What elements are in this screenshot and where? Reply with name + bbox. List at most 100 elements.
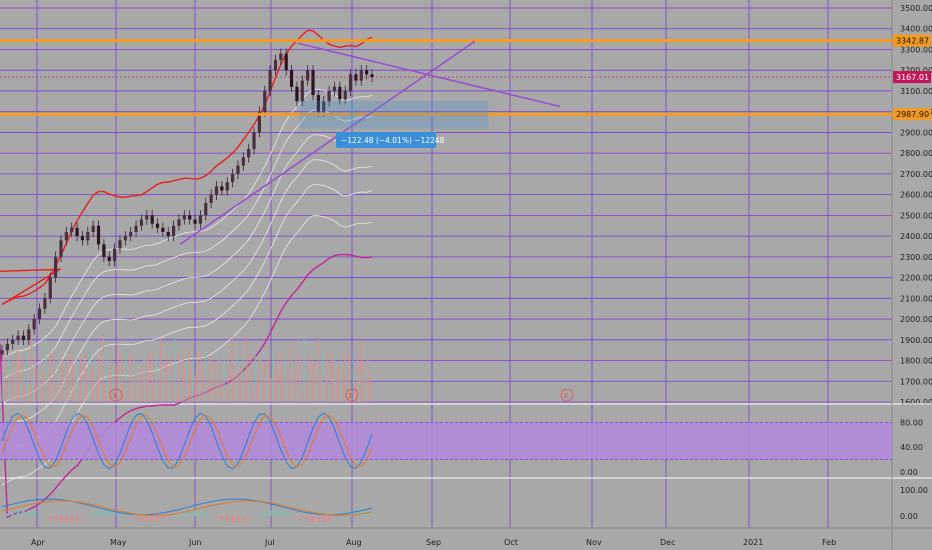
volume-bar xyxy=(352,352,354,402)
volume-bar xyxy=(159,339,162,402)
price-axis-panel[interactable] xyxy=(892,0,932,550)
volume-bar xyxy=(135,371,137,402)
macd-histogram-bar xyxy=(301,516,304,519)
volume-bar xyxy=(104,384,106,402)
volume-bar xyxy=(79,352,82,402)
volume-bar xyxy=(182,354,184,402)
volume-bar xyxy=(254,352,256,402)
volume-bar xyxy=(174,334,176,402)
price-tick-label: 1900.00 xyxy=(900,336,932,345)
macd-histogram-bar xyxy=(274,509,277,516)
price-tick-label: 2300.00 xyxy=(900,253,932,262)
descending-trendline[interactable] xyxy=(297,42,561,108)
volume-bar xyxy=(299,352,301,402)
macd-histogram-bar xyxy=(268,510,272,516)
volume-bar xyxy=(108,375,110,402)
macd-histogram-bar xyxy=(102,509,106,516)
volume-bar xyxy=(237,365,240,402)
volume-bar xyxy=(245,336,248,402)
volume-bar xyxy=(241,358,244,402)
volume-bar xyxy=(262,361,264,402)
volume-bar xyxy=(291,359,293,402)
plot-area xyxy=(0,0,892,550)
price-tick-label: 3500.00 xyxy=(900,4,932,13)
candle-body xyxy=(48,277,52,299)
ma-band-line xyxy=(1,184,373,455)
macd-histogram-bar xyxy=(199,510,202,516)
candle-body xyxy=(198,215,203,224)
volume-bar xyxy=(149,387,151,402)
volume-bar xyxy=(338,363,340,402)
volume-bar xyxy=(81,379,84,402)
candle-body xyxy=(166,231,170,237)
macd-histogram-bar xyxy=(108,509,111,516)
macd-histogram-bar xyxy=(279,509,283,516)
earnings-marker[interactable] xyxy=(109,388,123,402)
volume-bar xyxy=(16,349,18,402)
price-tick-label: 2500.00 xyxy=(900,211,932,220)
volume-bar xyxy=(250,352,252,402)
candle-body xyxy=(155,223,160,228)
volume-bar xyxy=(67,358,69,402)
candle-body xyxy=(300,80,304,102)
ascending-trendline[interactable] xyxy=(179,40,476,246)
volume-bar xyxy=(213,362,215,402)
volume-bar xyxy=(43,370,45,402)
macd-histogram-bar xyxy=(49,516,52,519)
volume-bar xyxy=(348,352,350,402)
measure-box[interactable] xyxy=(299,100,489,129)
volume-bar xyxy=(155,353,158,402)
volume-bar xyxy=(100,388,102,402)
volume-bar xyxy=(336,368,338,402)
macd-histogram-bar xyxy=(327,516,331,521)
volume-bar xyxy=(278,385,281,402)
earnings-marker[interactable] xyxy=(560,388,574,402)
volume-bar xyxy=(309,371,311,402)
macd-histogram-bar xyxy=(156,516,159,522)
volume-bar xyxy=(243,374,246,402)
candle-body xyxy=(348,74,353,91)
earnings-marker[interactable] xyxy=(345,388,359,402)
macd-histogram-bar xyxy=(349,511,352,516)
volume-bar xyxy=(344,355,346,402)
stoch-band xyxy=(0,422,892,460)
volume-bar xyxy=(55,383,57,402)
volume-bar xyxy=(231,336,233,402)
volume-bar xyxy=(200,352,203,402)
volume-bar xyxy=(30,335,33,402)
level-upper-value: 3342.87 xyxy=(896,37,929,46)
candle-body xyxy=(54,256,58,278)
volume-bar xyxy=(168,371,170,402)
volume-bar xyxy=(51,390,53,402)
volume-bar xyxy=(102,334,104,402)
candle-body xyxy=(64,231,68,241)
volume-bar xyxy=(92,369,94,402)
macd-histogram-bar xyxy=(38,513,41,516)
macd-histogram-bar xyxy=(113,510,116,516)
volume-bar xyxy=(49,352,51,402)
volume-bar xyxy=(248,383,250,402)
earnings-marker-label: E xyxy=(564,392,568,400)
volume-bar xyxy=(358,373,361,402)
candle-body xyxy=(16,335,20,340)
macd-histogram-bar xyxy=(75,516,79,521)
volume-bar xyxy=(24,386,26,402)
volume-bar xyxy=(96,378,98,402)
macd-histogram-bar xyxy=(161,516,165,520)
macd-histogram-bar xyxy=(59,516,63,523)
volume-bar xyxy=(233,374,236,402)
candle-body xyxy=(279,53,283,60)
volume-bar xyxy=(4,352,6,402)
candle-body xyxy=(102,244,106,257)
stoch-k-line xyxy=(1,412,373,470)
volume-bar xyxy=(221,379,223,402)
volume-bar xyxy=(131,362,133,402)
candle-body xyxy=(123,236,127,241)
ma-band-line xyxy=(1,88,373,359)
candle-body xyxy=(150,215,154,224)
volume-bar xyxy=(147,353,149,402)
volume-bar xyxy=(346,362,348,402)
macd-signal-line xyxy=(1,500,373,517)
volume-bar xyxy=(114,364,117,402)
